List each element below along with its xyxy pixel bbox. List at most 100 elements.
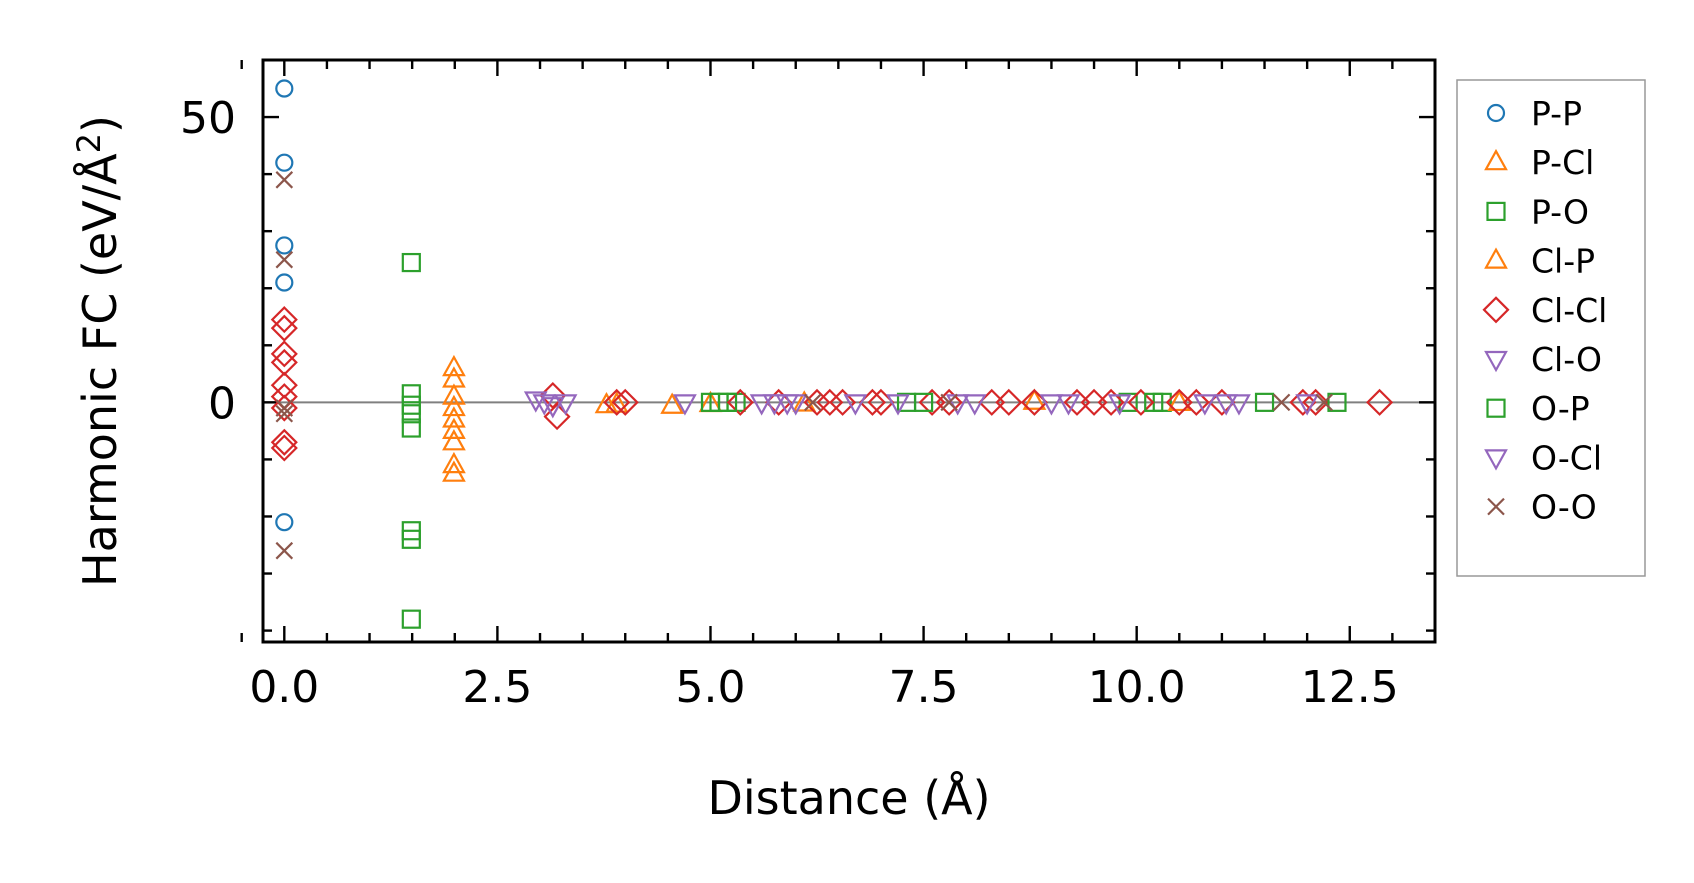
data-point: [1254, 392, 1275, 412]
data-point: [442, 354, 466, 377]
data-point: [803, 393, 822, 412]
data-point: [442, 394, 466, 417]
data-point: [783, 394, 808, 416]
data-point: [603, 388, 631, 416]
data-point: [886, 394, 910, 416]
data-point: [532, 394, 557, 416]
data-point: [270, 314, 298, 342]
data-point: [401, 418, 421, 438]
data-point: [1056, 394, 1081, 416]
legend-marker: [1484, 449, 1508, 471]
data-point: [962, 394, 987, 416]
data-point: [275, 236, 294, 255]
legend-marker: [1484, 350, 1508, 373]
data-point: [270, 394, 298, 422]
legend-entry-p-p: P-P: [1486, 94, 1582, 133]
data-point: [270, 306, 298, 334]
data-point: [1107, 394, 1132, 416]
data-point: [717, 392, 738, 412]
data-point: [1144, 392, 1164, 412]
series-p-cl: [442, 354, 723, 482]
legend-entry-o-p: O-P: [1486, 389, 1590, 428]
data-point: [1227, 394, 1251, 416]
data-point: [604, 391, 629, 413]
legend-label: Cl-O: [1531, 340, 1602, 379]
data-point: [270, 434, 298, 462]
legend-label: O-P: [1531, 389, 1590, 428]
scatter-marks: [270, 79, 1394, 629]
data-point: [1118, 392, 1138, 412]
data-point: [829, 388, 857, 416]
legend-marker: [1484, 148, 1508, 171]
data-point: [275, 79, 294, 98]
legend-label: Cl-P: [1531, 242, 1595, 281]
data-point: [401, 529, 421, 549]
series-p-p: [275, 79, 294, 532]
data-point: [270, 348, 298, 376]
data-point: [843, 394, 868, 416]
data-point: [275, 171, 294, 189]
data-point: [792, 390, 817, 412]
legend-entry-p-o: P-O: [1486, 192, 1589, 231]
data-point: [523, 391, 548, 413]
data-point: [1039, 394, 1064, 416]
data-point: [270, 340, 298, 368]
data-point: [442, 451, 466, 474]
y-axis-label-close: ): [73, 115, 127, 133]
data-point: [1295, 394, 1320, 416]
data-point: [401, 609, 421, 629]
legend-marker: [1484, 247, 1508, 269]
legend-marker: [1487, 497, 1505, 516]
x-tick-label: 5.0: [675, 662, 745, 713]
data-point: [726, 388, 754, 416]
legend-entry-cl-cl: Cl-Cl: [1482, 291, 1607, 330]
legend-entry-o-o: O-O: [1487, 488, 1597, 527]
data-point: [660, 392, 685, 414]
data-point: [270, 428, 298, 456]
series-cl-cl: [270, 306, 1394, 462]
series-o-p: [717, 392, 1347, 412]
y-axis-label-main: Harmonic FC (eV/Å: [73, 153, 127, 587]
data-point: [275, 541, 294, 560]
y-axis-label-sup: 2: [70, 133, 108, 153]
data-point: [1272, 393, 1291, 412]
legend-label: O-O: [1531, 488, 1597, 527]
data-point: [275, 399, 294, 417]
data-point: [1302, 388, 1330, 416]
data-point: [762, 394, 787, 416]
x-tick-label: 2.5: [462, 662, 532, 713]
legend-frame: [1456, 79, 1646, 577]
data-point: [1127, 388, 1155, 416]
data-point: [1182, 388, 1210, 416]
legend-entry-cl-p: Cl-P: [1484, 242, 1595, 281]
data-point: [401, 384, 421, 404]
x-tick-label: 0.0: [249, 662, 319, 713]
x-tick-label: 10.0: [1088, 662, 1186, 713]
data-point: [1022, 388, 1047, 410]
data-point: [673, 394, 697, 416]
data-point: [275, 404, 294, 423]
legend-marker: [1486, 398, 1506, 418]
legend-label: P-Cl: [1531, 143, 1594, 182]
x-tick-label: 12.5: [1301, 662, 1399, 713]
data-point: [442, 417, 466, 439]
y-tick-label: 0: [208, 378, 236, 429]
data-point: [540, 397, 565, 419]
legend-entry-o-cl: O-Cl: [1484, 438, 1602, 477]
axes-frame: [261, 58, 1437, 644]
data-point: [1327, 392, 1347, 412]
y-tick-label: 50: [180, 93, 236, 144]
legend-marker: [1486, 201, 1506, 221]
data-point: [442, 429, 466, 451]
legend-entry-cl-o: Cl-O: [1484, 340, 1602, 379]
data-point: [275, 250, 294, 269]
data-point: [275, 273, 294, 292]
data-point: [275, 513, 294, 532]
data-point: [442, 383, 466, 405]
data-point: [401, 404, 421, 424]
data-point: [995, 388, 1023, 416]
legend: P-P P-Cl P-O Cl-P Cl-Cl Cl-O O-P O-Cl O-O: [1456, 79, 1646, 577]
data-point: [940, 393, 958, 412]
data-point: [275, 153, 294, 172]
